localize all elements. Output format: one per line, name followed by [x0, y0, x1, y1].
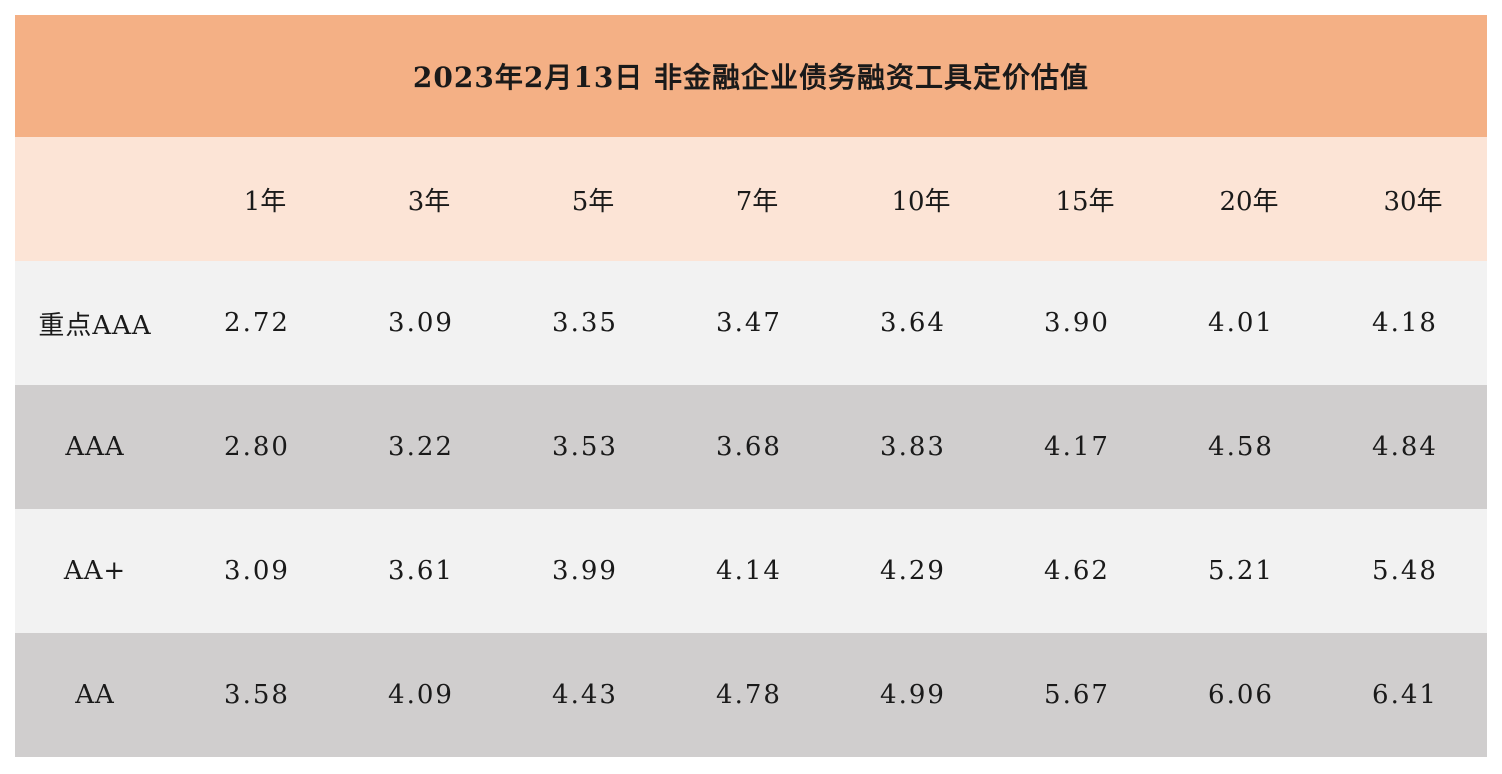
header-cell-30y: 30年	[1383, 186, 1443, 217]
table-header-row: 1年 3年 5年 7年 10年 15年 20年 30年	[15, 137, 1487, 261]
table-cell: 4.18	[1372, 308, 1438, 338]
table-cell: 3.09	[388, 308, 454, 338]
header-cell-20y: 20年	[1219, 186, 1279, 217]
table-cell: 3.83	[880, 432, 946, 462]
table-cell: 3.90	[1044, 308, 1110, 338]
table-title: 2023年2月13日 非金融企业债务融资工具定价估值	[412, 61, 1090, 94]
table-cell: 4.43	[552, 680, 618, 710]
row-label: AA	[75, 680, 115, 710]
table-cell: 3.22	[388, 432, 454, 462]
table-cell: 3.99	[552, 556, 618, 586]
table-row: AAA 2.80 3.22 3.53 3.68 3.83 4.17 4.58 4…	[15, 385, 1487, 509]
table-row: AA 3.58 4.09 4.43 4.78 4.99 5.67 6.06 6.…	[15, 633, 1487, 757]
table-cell: 4.99	[880, 680, 946, 710]
table-cell: 4.84	[1372, 432, 1438, 462]
table-cell: 5.21	[1208, 556, 1274, 586]
table-cell: 4.78	[716, 680, 782, 710]
header-cell-3y: 3年	[407, 186, 451, 217]
table-cell: 4.17	[1044, 432, 1110, 462]
header-cell-7y: 7年	[735, 186, 779, 217]
header-cell-1y: 1年	[243, 186, 287, 217]
table-title-row: 2023年2月13日 非金融企业债务融资工具定价估值	[15, 15, 1487, 137]
table-cell: 3.47	[716, 308, 782, 338]
table-cell: 2.72	[224, 308, 290, 338]
table-cell: 3.61	[388, 556, 454, 586]
table-cell: 3.35	[552, 308, 618, 338]
table-cell: 3.53	[552, 432, 618, 462]
table-row: AA+ 3.09 3.61 3.99 4.14 4.29 4.62 5.21 5…	[15, 509, 1487, 633]
row-label: AAA	[65, 432, 125, 462]
table-cell: 4.01	[1208, 308, 1274, 338]
row-label: AA+	[63, 556, 127, 586]
table-cell: 5.48	[1372, 556, 1438, 586]
table-cell: 2.80	[224, 432, 290, 462]
table-cell: 4.14	[716, 556, 782, 586]
header-cell-5y: 5年	[571, 186, 615, 217]
table-cell: 5.67	[1044, 680, 1110, 710]
table-row: 重点AAA 2.72 3.09 3.35 3.47 3.64 3.90 4.01…	[15, 261, 1487, 385]
table-cell: 3.58	[224, 680, 290, 710]
table-cell: 3.64	[880, 308, 946, 338]
header-cell-10y: 10年	[891, 186, 951, 217]
header-cell-15y: 15年	[1055, 186, 1115, 217]
table-cell: 3.09	[224, 556, 290, 586]
table-cell: 4.58	[1208, 432, 1274, 462]
table-cell: 6.41	[1372, 680, 1438, 710]
table-cell: 6.06	[1208, 680, 1274, 710]
table-cell: 4.09	[388, 680, 454, 710]
row-label: 重点AAA	[38, 310, 152, 341]
table-cell: 4.62	[1044, 556, 1110, 586]
table-cell: 3.68	[716, 432, 782, 462]
table-cell: 4.29	[880, 556, 946, 586]
valuation-table: 2023年2月13日 非金融企业债务融资工具定价估值 1年 3年 5年 7年 1…	[15, 15, 1487, 757]
